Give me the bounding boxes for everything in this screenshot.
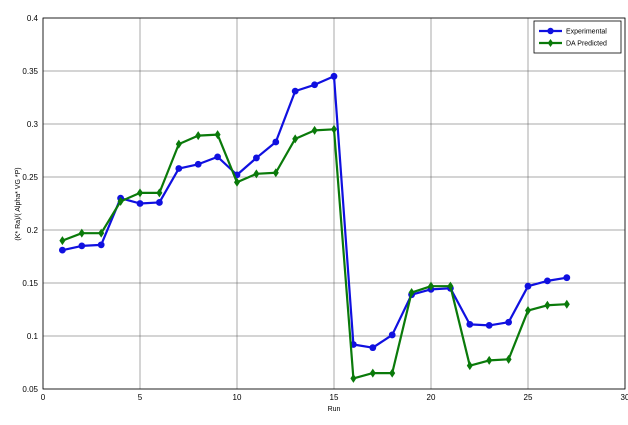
- data-point: [194, 160, 202, 168]
- x-axis-label: Run: [328, 406, 341, 413]
- data-point: [272, 168, 279, 178]
- x-tick-label: 30: [621, 393, 628, 402]
- legend-box: [533, 20, 622, 54]
- data-point: [525, 306, 531, 316]
- x-tick-label: 20: [427, 393, 436, 402]
- data-point: [272, 138, 280, 146]
- x-tick-label: 10: [233, 393, 242, 402]
- y-tick-label: 0.2: [27, 226, 39, 235]
- data-point: [369, 344, 377, 352]
- y-tick-label: 0.15: [22, 279, 38, 288]
- data-point: [389, 368, 396, 378]
- y-tick-label: 0.05: [22, 385, 38, 394]
- series-0: [59, 72, 571, 352]
- x-axis-ticks: 0 5 10 15 20 25 30: [41, 393, 628, 402]
- data-point: [350, 373, 357, 383]
- data-point: [505, 318, 512, 326]
- data-point: [466, 361, 473, 371]
- data-point: [78, 242, 86, 250]
- data-point: [137, 188, 143, 198]
- data-point: [544, 277, 551, 285]
- series-1: [59, 124, 570, 383]
- data-point: [175, 165, 183, 172]
- data-point: [97, 241, 105, 249]
- y-tick-label: 0.3: [27, 120, 39, 129]
- x-tick-label: 5: [138, 393, 143, 402]
- y-axis-label: (K* Ra)/( Alpha* VG *P): [15, 167, 22, 240]
- data-point: [195, 131, 202, 141]
- legend-marker: [547, 27, 554, 35]
- data-point: [388, 331, 396, 339]
- data-point: [563, 299, 570, 309]
- legend-label: Experimental: [566, 29, 607, 36]
- data-point: [524, 282, 532, 290]
- data-point: [136, 200, 144, 207]
- data-point: [486, 355, 493, 365]
- data-point: [485, 322, 493, 329]
- x-tick-label: 0: [41, 393, 46, 402]
- y-axis-ticks: 0.05 0.1 0.15 0.2 0.25 0.3 0.35 0.4: [22, 14, 38, 394]
- data-point: [311, 125, 318, 135]
- data-point: [253, 154, 260, 162]
- plot-area-border: [42, 17, 626, 390]
- data-point: [59, 236, 66, 246]
- data-point: [505, 354, 512, 364]
- data-point: [78, 228, 85, 238]
- data-point: [369, 368, 376, 378]
- series-layer: [59, 72, 571, 383]
- data-point: [214, 153, 222, 161]
- data-point: [214, 130, 221, 140]
- data-point: [408, 288, 415, 298]
- data-point: [156, 188, 163, 198]
- y-tick-label: 0.1: [27, 332, 39, 341]
- y-tick-label: 0.4: [27, 14, 39, 23]
- data-point: [253, 169, 260, 179]
- data-point: [331, 124, 337, 134]
- data-point: [563, 274, 571, 282]
- data-point: [175, 139, 182, 149]
- data-point: [156, 199, 163, 206]
- y-tick-label: 0.35: [22, 67, 38, 76]
- data-point: [292, 134, 299, 144]
- legend: Experimental DA Predicted: [533, 20, 622, 54]
- data-point: [447, 281, 454, 291]
- y-tick-label: 0.25: [22, 173, 38, 182]
- data-point: [98, 228, 105, 238]
- data-point: [117, 196, 124, 206]
- data-point: [59, 246, 66, 254]
- x-tick-label: 25: [524, 393, 533, 402]
- legend-marker: [547, 39, 554, 47]
- data-point: [544, 300, 551, 310]
- legend-label: DA Predicted: [566, 41, 607, 48]
- data-point: [330, 72, 338, 80]
- data-point: [291, 87, 299, 95]
- data-point: [428, 281, 434, 291]
- data-point: [234, 177, 240, 187]
- x-tick-label: 15: [330, 393, 339, 402]
- data-point: [466, 320, 474, 328]
- data-point: [311, 81, 318, 89]
